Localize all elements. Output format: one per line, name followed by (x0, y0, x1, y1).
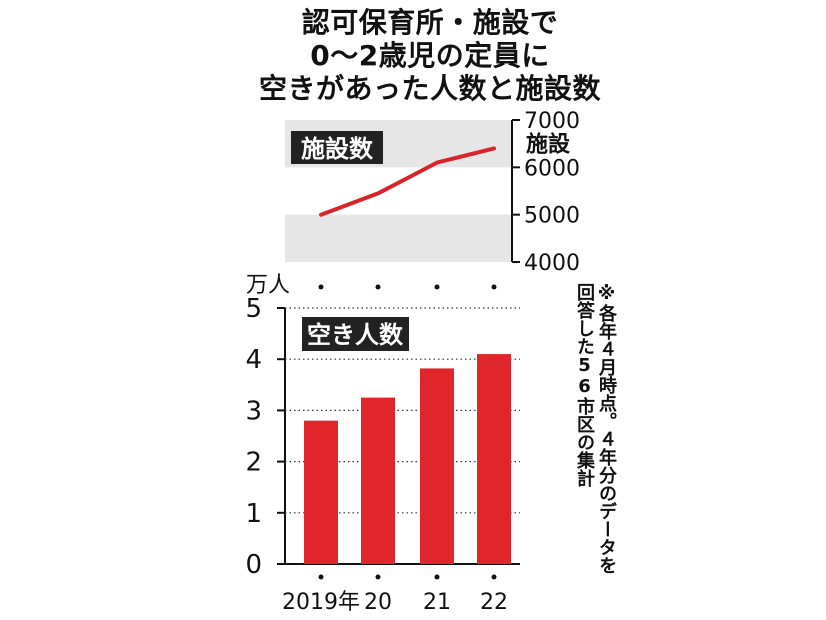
line-y-tick-label: 6000 (524, 156, 580, 181)
line-series (319, 146, 496, 217)
line-y-tick-label: 7000 (524, 109, 580, 134)
bar (420, 368, 454, 564)
bar-y-tick-label: 2 (245, 448, 262, 478)
bar-x-marker (375, 574, 381, 580)
footnote-line-1: ※各年４月時点。４年分のデータを (596, 283, 617, 574)
bar-title: 空き人数 (307, 321, 404, 349)
chart-title: 認可保育所・施設で 0〜2歳児の定員に 空きがあった人数と施設数 (230, 6, 630, 105)
bar (304, 420, 338, 564)
bar-x-marker (318, 574, 324, 580)
title-line-1: 認可保育所・施設で (301, 6, 559, 39)
line-x-marker (375, 284, 381, 290)
line-y-unit: 施設 (526, 132, 571, 158)
bar-x-marker (491, 574, 497, 580)
bar-title-bg (302, 317, 409, 351)
bar-y-tick-label: 0 (245, 550, 262, 580)
bar-x-marker (434, 574, 440, 580)
title-line-3: 空きがあった人数と施設数 (258, 72, 601, 105)
bar-x-tick-label: 20 (364, 590, 392, 615)
bar-y-tick-label: 5 (245, 294, 262, 324)
bar-y-tick-label: 1 (245, 499, 262, 529)
line-x-marker (434, 284, 440, 290)
line-y-tick-label: 5000 (524, 204, 580, 229)
line-y-tick-label: 4000 (524, 251, 580, 276)
bar-x-tick-label: 22 (480, 590, 508, 615)
title-line-2: 0〜2歳児の定員に (310, 39, 550, 72)
bar-y-unit: 万人 (246, 273, 290, 298)
bar-y-tick-label: 4 (245, 345, 262, 375)
bar (477, 354, 511, 564)
footnote: ※各年４月時点。４年分のデータを 回答した56市区の集計 (537, 283, 617, 608)
footnote-line-2: 回答した56市区の集計 (574, 283, 595, 487)
line-x-marker (491, 284, 497, 290)
line-title-bg (291, 131, 383, 164)
bar (361, 397, 395, 564)
bar-x-tick-label: 2019年 (282, 590, 360, 615)
bar-x-tick-label: 21 (423, 590, 451, 615)
line-x-marker (318, 284, 324, 290)
line-title: 施設数 (301, 135, 374, 163)
band-4000-5000 (285, 214, 512, 262)
bar-y-tick-label: 3 (245, 396, 262, 426)
